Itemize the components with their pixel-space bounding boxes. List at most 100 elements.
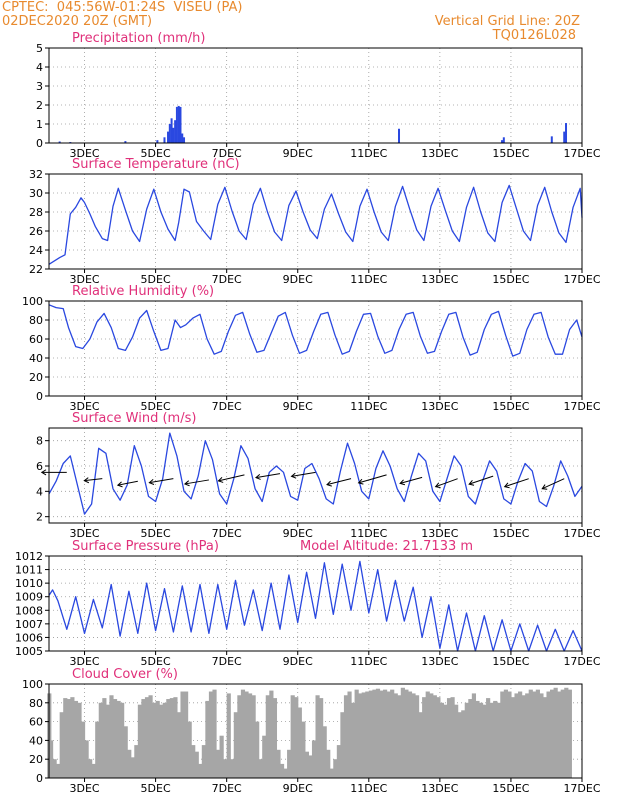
cloud-bar — [116, 700, 121, 778]
wind-vector-head — [183, 480, 190, 487]
cloud-bar — [482, 704, 487, 778]
cloud-bar — [148, 695, 153, 778]
cloud-xtick-label: 3DEC — [69, 782, 99, 795]
cloud-bar — [343, 695, 349, 778]
cloud-bar — [454, 704, 459, 778]
temp-xtick-label: 11DEC — [350, 273, 387, 286]
precip-title: Precipitation (mm/h) — [72, 31, 205, 46]
cloud-bar — [297, 707, 302, 778]
wind-vector-head — [217, 477, 224, 483]
wind-vector-head — [468, 480, 475, 486]
cloud-bar — [475, 700, 480, 778]
rh-ytick-label: 40 — [29, 352, 43, 365]
cloud-xtick-label: 5DEC — [141, 782, 171, 795]
cloud-bar — [379, 690, 384, 778]
header-right-2: TQ0126L028 — [492, 28, 576, 43]
precip-bar — [174, 120, 177, 143]
cloud-bar — [432, 695, 437, 778]
wind-vector — [184, 479, 209, 485]
precip-xtick-label: 3DEC — [69, 147, 99, 160]
cloud-bar — [70, 697, 75, 778]
temp-ytick-label: 30 — [29, 187, 43, 200]
pressure-title: Surface Pressure (hPa) — [72, 539, 219, 554]
wind-vector — [399, 476, 423, 484]
cloud-bar — [230, 759, 235, 778]
cloud-bar — [301, 721, 306, 778]
cloud-bar — [539, 693, 544, 778]
wind-vector-head — [40, 469, 47, 476]
cloud-bar — [525, 693, 530, 778]
cloud-bar — [88, 759, 93, 778]
cloud-xtick-label: 15DEC — [492, 782, 529, 795]
cloud-bar — [414, 695, 420, 778]
wind-vector-head — [541, 484, 548, 490]
cloud-bar — [326, 749, 331, 778]
cloud-bar — [272, 698, 278, 778]
wind-xtick-label: 5DEC — [141, 527, 171, 540]
wind-vector — [255, 473, 281, 479]
temp-ytick-label: 22 — [29, 263, 43, 276]
rh-frame — [48, 300, 583, 397]
cloud-bar — [411, 693, 416, 778]
cloud-xtick-label: 11DEC — [350, 782, 387, 795]
cloud-bar — [283, 768, 288, 778]
header-right-1: Vertical Grid Line: 20Z — [434, 14, 580, 29]
cloud-bar — [80, 721, 86, 778]
cloud-bar — [486, 698, 491, 778]
cloud-xtick-label: 17DEC — [563, 782, 600, 795]
temp-xtick-label: 3DEC — [69, 273, 99, 286]
cloud-bar — [375, 688, 381, 778]
wind-title: Surface Wind (m/s) — [72, 411, 196, 426]
precip-bar — [177, 105, 180, 143]
cloud-bar — [550, 689, 555, 778]
cloud-bar — [48, 740, 54, 778]
wind-frame — [48, 427, 583, 524]
precip-bar — [175, 106, 178, 143]
pressure-ytick-label: 1007 — [15, 618, 43, 631]
cloud-bar — [557, 691, 562, 778]
cloud-bar — [478, 702, 484, 778]
cloud-title: Cloud Cover (%) — [72, 667, 178, 682]
cloud-bar — [152, 702, 157, 778]
cloud-frame — [48, 683, 583, 779]
cloud-xtick-label: 7DEC — [212, 782, 242, 795]
temp-ytick-label: 32 — [29, 168, 43, 181]
wind-vector — [504, 478, 529, 488]
cloud-bar — [294, 697, 299, 778]
cloud-bar — [95, 721, 100, 778]
temp-title: Surface Temperature (nC) — [72, 157, 240, 172]
cloud-bar — [233, 712, 238, 778]
precip-ytick-label: 4 — [36, 61, 43, 74]
wind-vector-head — [357, 478, 364, 485]
cloud-bar — [276, 749, 281, 778]
cloud-bar — [169, 698, 174, 778]
precip-xtick-label: 9DEC — [283, 147, 313, 160]
cloud-bar — [269, 690, 274, 778]
cloud-xtick-label: 13DEC — [421, 782, 458, 795]
cloud-bar — [500, 691, 505, 778]
pressure-series-line — [48, 560, 583, 652]
rh-ytick-label: 20 — [29, 371, 43, 384]
temp-xtick-label: 17DEC — [563, 273, 600, 286]
precip-xtick-label: 5DEC — [141, 147, 171, 160]
pressure-annotation: Model Altitude: 21.7133 m — [300, 539, 473, 554]
rh-xtick-label: 3DEC — [69, 400, 99, 413]
cloud-ytick-label: 60 — [29, 716, 43, 729]
temp-series-line — [48, 184, 583, 265]
cloud-bar — [105, 704, 111, 778]
cloud-bar — [184, 691, 189, 778]
cloud-bar — [279, 763, 285, 778]
cloud-bar — [223, 759, 228, 778]
cloud-bar — [436, 697, 441, 778]
cloud-bar — [63, 698, 68, 778]
temp-ytick-label: 28 — [29, 206, 43, 219]
cloud-bar — [247, 693, 253, 778]
cloud-xtick-label: 9DEC — [283, 782, 313, 795]
precip-bar — [124, 141, 127, 143]
pressure-ytick-label: 1012 — [15, 550, 43, 563]
cloud-bar — [521, 695, 526, 778]
precip-bar — [170, 118, 173, 143]
pressure-xtick-label: 5DEC — [141, 655, 171, 668]
cloud-bar — [336, 745, 341, 778]
cloud-bar — [393, 693, 398, 778]
